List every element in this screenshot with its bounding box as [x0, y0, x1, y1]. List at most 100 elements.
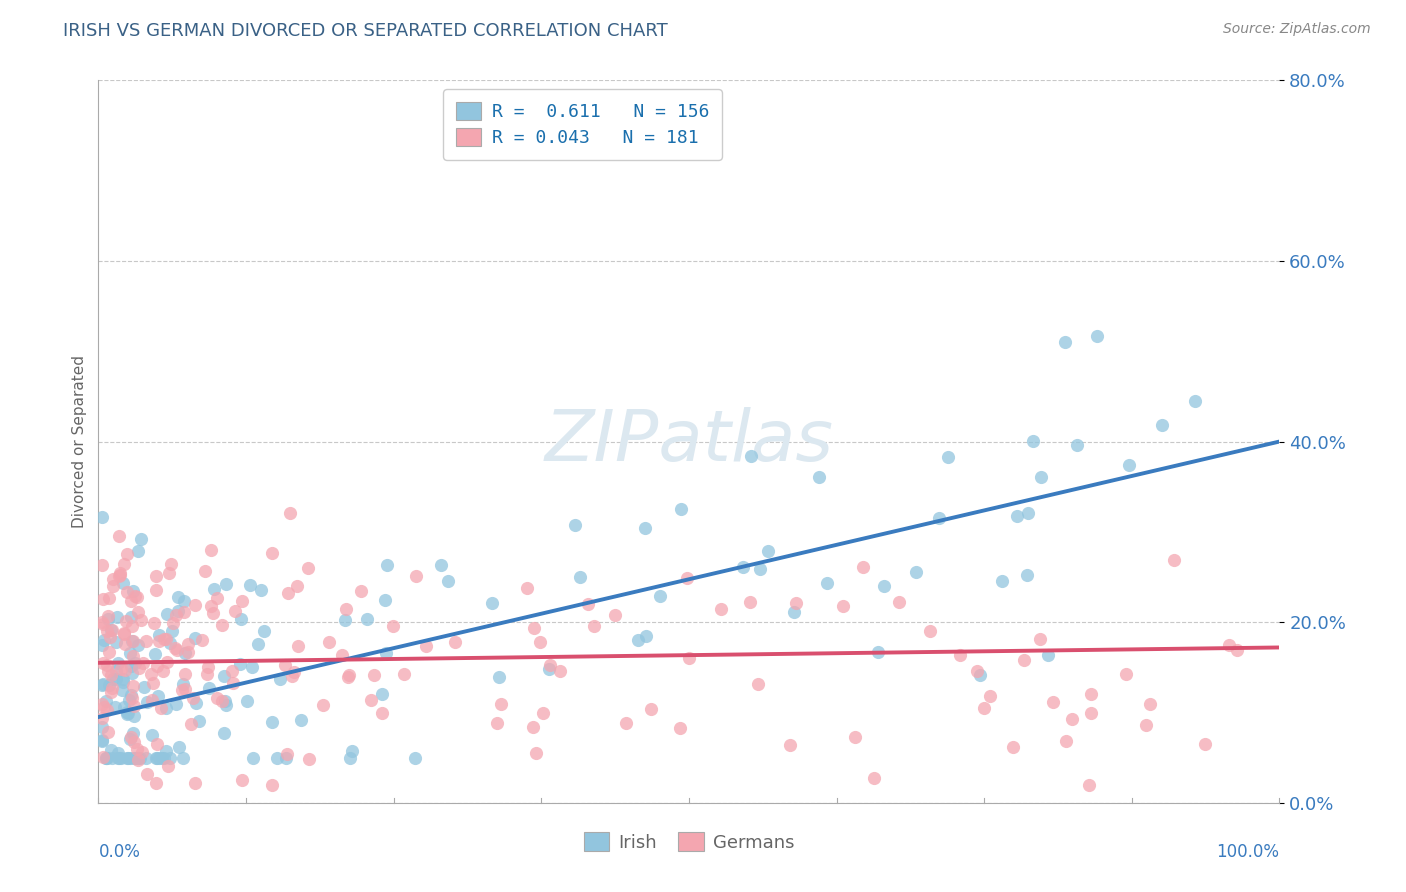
Point [132, 656, 155, 670]
Point [529, 635, 551, 649]
Point [121, 666, 143, 681]
Point [127, 543, 149, 558]
Point [862, 772, 884, 786]
Point [190, 633, 212, 648]
Point [212, 669, 235, 683]
Point [231, 773, 253, 788]
Point [91, 734, 114, 748]
Point [129, 532, 152, 546]
Point [111, 674, 134, 689]
Point [118, 731, 141, 746]
Point [949, 648, 972, 663]
Point [157, 566, 180, 581]
Point [127, 590, 149, 604]
Point [91, 750, 114, 764]
Point [204, 582, 226, 597]
Point [97, 612, 120, 626]
Point [174, 646, 197, 660]
Point [807, 470, 830, 484]
Point [124, 589, 146, 603]
Point [831, 599, 853, 613]
Point [127, 638, 149, 652]
Point [115, 750, 138, 764]
Point [91, 711, 114, 725]
Point [159, 557, 181, 571]
Point [93, 633, 115, 648]
Point [335, 602, 357, 616]
Text: Source: ZipAtlas.com: Source: ZipAtlas.com [1223, 22, 1371, 37]
Point [333, 613, 356, 627]
Point [195, 667, 218, 681]
Point [678, 651, 700, 665]
Point [405, 569, 427, 583]
Point [1054, 334, 1077, 349]
Point [160, 624, 183, 639]
Point [132, 680, 155, 694]
Point [107, 529, 129, 543]
Point [107, 750, 129, 764]
Point [112, 700, 135, 714]
Point [96, 750, 118, 764]
Point [114, 637, 136, 651]
Point [283, 665, 305, 680]
Point [122, 648, 145, 663]
Point [337, 668, 360, 682]
Point [297, 560, 319, 574]
Point [1066, 437, 1088, 451]
Point [150, 750, 173, 764]
Point [904, 565, 927, 579]
Point [444, 635, 467, 649]
Point [124, 750, 146, 764]
Point [173, 594, 195, 608]
Point [1029, 470, 1052, 484]
Point [156, 655, 179, 669]
Point [1005, 509, 1028, 524]
Point [121, 658, 143, 673]
Point [121, 680, 143, 694]
Point [262, 778, 284, 792]
Point [229, 657, 252, 672]
Point [98, 678, 121, 692]
Point [117, 750, 139, 764]
Point [152, 664, 174, 678]
Point [121, 619, 143, 633]
Point [928, 511, 950, 525]
Point [437, 574, 460, 588]
Point [273, 658, 295, 673]
Point [1078, 778, 1101, 792]
Text: ZIPatlas: ZIPatlas [544, 407, 834, 476]
Point [105, 635, 128, 649]
Point [146, 689, 169, 703]
Point [1135, 717, 1157, 731]
Point [187, 714, 209, 729]
Point [136, 767, 159, 781]
Point [516, 581, 538, 595]
Point [239, 577, 262, 591]
Point [868, 645, 890, 659]
Point [112, 625, 135, 640]
Point [211, 618, 233, 632]
Point [240, 660, 263, 674]
Point [166, 604, 188, 618]
Point [104, 664, 127, 678]
Point [738, 595, 761, 609]
Point [136, 695, 159, 709]
Point [143, 615, 166, 630]
Point [640, 702, 662, 716]
Point [181, 691, 204, 706]
Point [100, 624, 122, 638]
Point [1080, 687, 1102, 701]
Point [330, 648, 353, 663]
Point [120, 688, 142, 702]
Point [153, 632, 176, 647]
Point [339, 750, 361, 764]
Text: 100.0%: 100.0% [1216, 843, 1279, 861]
Point [966, 664, 988, 678]
Point [100, 684, 122, 698]
Point [148, 634, 170, 648]
Point [221, 664, 243, 678]
Point [202, 606, 225, 620]
Point [97, 664, 120, 678]
Point [1002, 739, 1025, 754]
Point [205, 691, 228, 706]
